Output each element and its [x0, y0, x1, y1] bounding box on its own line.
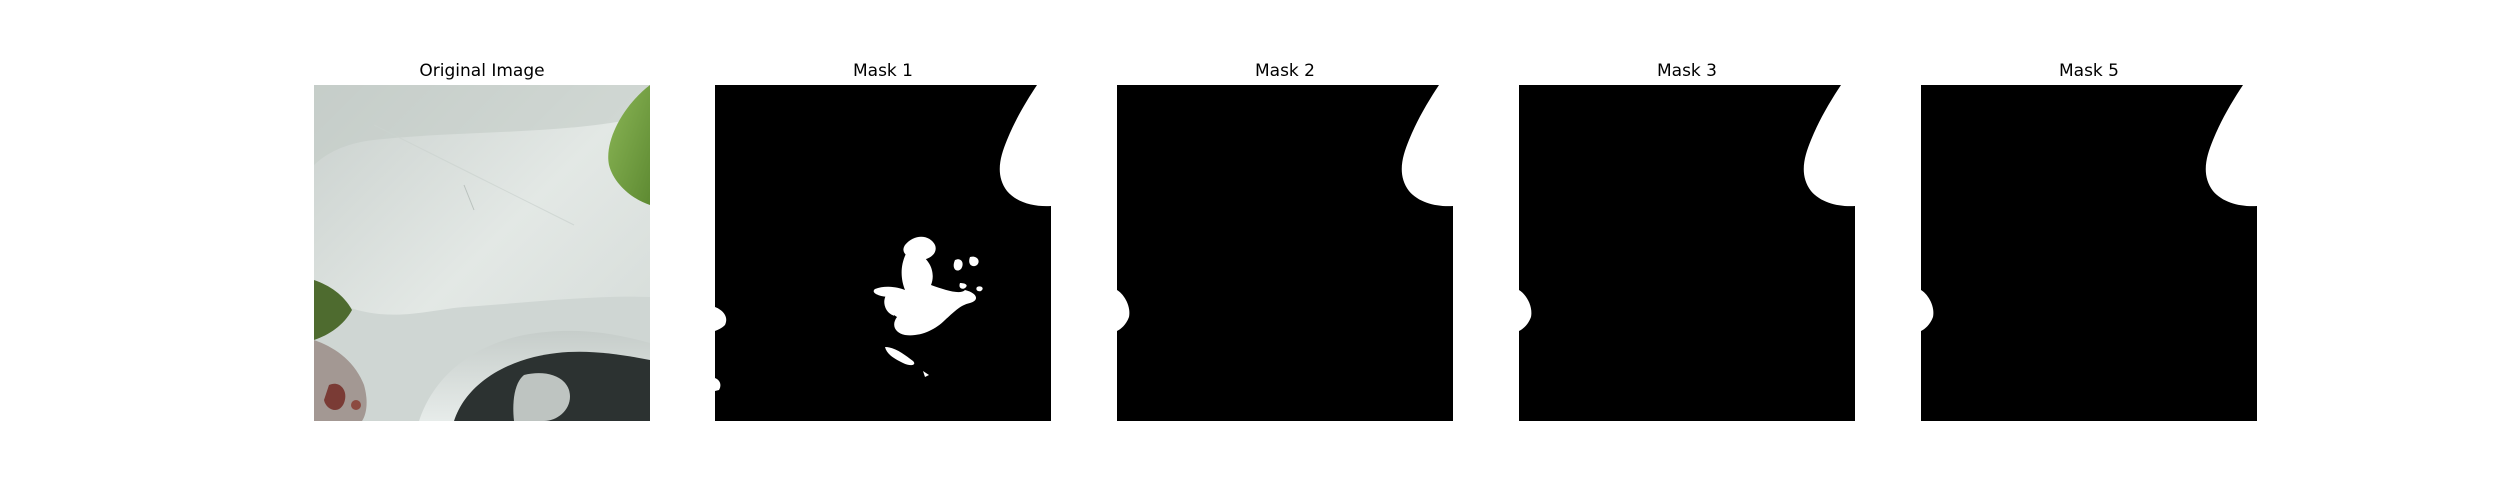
- panel-mask-5: Mask 5: [1921, 0, 2257, 500]
- panel-mask-3: Mask 3: [1519, 0, 1855, 500]
- mask-image: [1117, 85, 1453, 421]
- mask-image: [1519, 85, 1855, 421]
- panel-title: Mask 2: [1254, 61, 1315, 81]
- panel-title: Mask 5: [2058, 61, 2119, 81]
- panel-title: Original Image: [419, 61, 545, 81]
- original-image: [314, 85, 650, 421]
- panel-original-image: Original Image: [314, 0, 650, 500]
- panel-title: Mask 3: [1656, 61, 1717, 81]
- panel-mask-1: Mask 1: [715, 0, 1051, 500]
- panel-mask-2: Mask 2: [1117, 0, 1453, 500]
- panel-title: Mask 1: [852, 61, 913, 81]
- mask-image: [1921, 85, 2257, 421]
- mask-image: [715, 85, 1051, 421]
